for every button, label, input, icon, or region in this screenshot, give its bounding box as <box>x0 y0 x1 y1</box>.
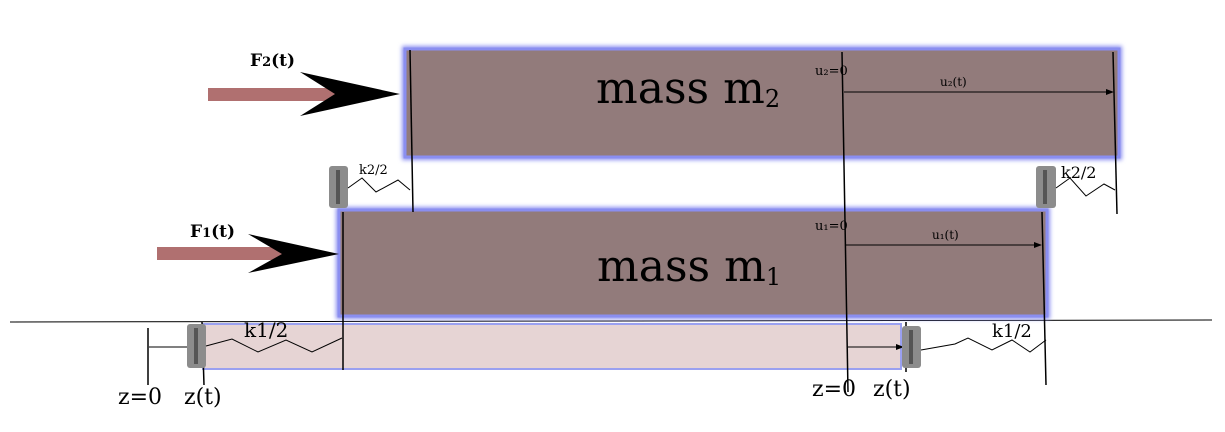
spring-k2-left <box>347 177 411 193</box>
u2-zero-label: u₂=0 <box>815 64 848 79</box>
force-f2-arrow <box>208 72 400 116</box>
m2-right-edge-line <box>1112 51 1118 215</box>
mass-m2-label: mass m2 <box>596 63 780 114</box>
spring-k1-left <box>205 337 343 353</box>
m2-left-edge-line <box>409 49 414 213</box>
damper-k2-left <box>329 166 348 208</box>
spring-k1-left-label: k1/2 <box>244 318 288 342</box>
u1-zero-label: u₁=0 <box>815 219 848 234</box>
z-zero-right-label: z=0 <box>812 377 856 402</box>
spring-k2-right-label: k2/2 <box>1061 163 1096 182</box>
mass-m2-block <box>403 47 1121 159</box>
mass-m1-block <box>337 208 1049 318</box>
z-t-right-label: z(t) <box>873 377 911 402</box>
force-f2-label: F2(t) <box>250 51 295 71</box>
force-f1-label: F1(t) <box>190 222 235 242</box>
mass-m1-label: mass m1 <box>597 241 781 292</box>
spring-k1-right-label: k1/2 <box>992 321 1032 342</box>
force-f1-arrow <box>157 234 339 273</box>
spring-k1-right <box>920 337 1047 353</box>
z-zero-left-label: z=0 <box>118 385 162 410</box>
u1-t-label: u₁(t) <box>932 228 959 242</box>
u-zero-line <box>841 51 849 393</box>
u2-arrow <box>844 89 1114 95</box>
u2-t-label: u₂(t) <box>940 75 967 89</box>
base-plate <box>202 323 902 370</box>
spring-k2-left-label: k2/2 <box>359 163 388 178</box>
z-right-arrow <box>848 344 904 350</box>
ground-line <box>9 319 1213 323</box>
m1-right-edge-line <box>1041 211 1047 386</box>
damper-k2-right <box>1036 166 1056 208</box>
z-t-left-label: z(t) <box>184 385 222 410</box>
u1-arrow <box>846 242 1042 248</box>
damper-k1-right <box>902 326 921 368</box>
damper-k1-left <box>187 324 206 368</box>
spring-k2-right <box>1055 177 1116 197</box>
